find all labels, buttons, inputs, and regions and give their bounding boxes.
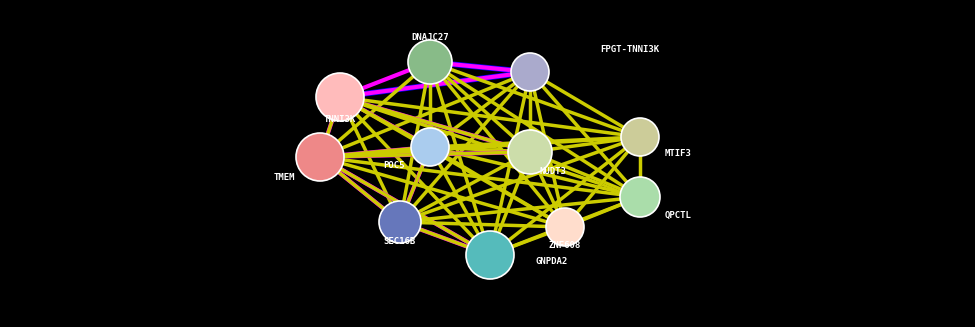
Text: MTIF3: MTIF3 [665,149,692,159]
Circle shape [620,177,660,217]
Circle shape [379,201,421,243]
Circle shape [466,231,514,279]
Circle shape [296,133,344,181]
Circle shape [411,128,449,166]
Circle shape [621,118,659,156]
Circle shape [511,53,549,91]
Text: ZNF608: ZNF608 [549,240,581,250]
Text: TMEM: TMEM [274,173,295,181]
Circle shape [408,40,452,84]
Circle shape [316,73,364,121]
Text: QPCTL: QPCTL [665,211,692,219]
Text: NUDT3: NUDT3 [540,167,566,177]
Circle shape [546,208,584,246]
Text: TNNI3K: TNNI3K [324,114,356,124]
Text: FPGT-TNNI3K: FPGT-TNNI3K [600,44,659,54]
Text: SEC16B: SEC16B [384,237,416,247]
Text: DNAJC27: DNAJC27 [411,32,448,42]
Text: POC5: POC5 [383,161,405,169]
Circle shape [508,130,552,174]
Text: GNPDA2: GNPDA2 [535,257,567,267]
